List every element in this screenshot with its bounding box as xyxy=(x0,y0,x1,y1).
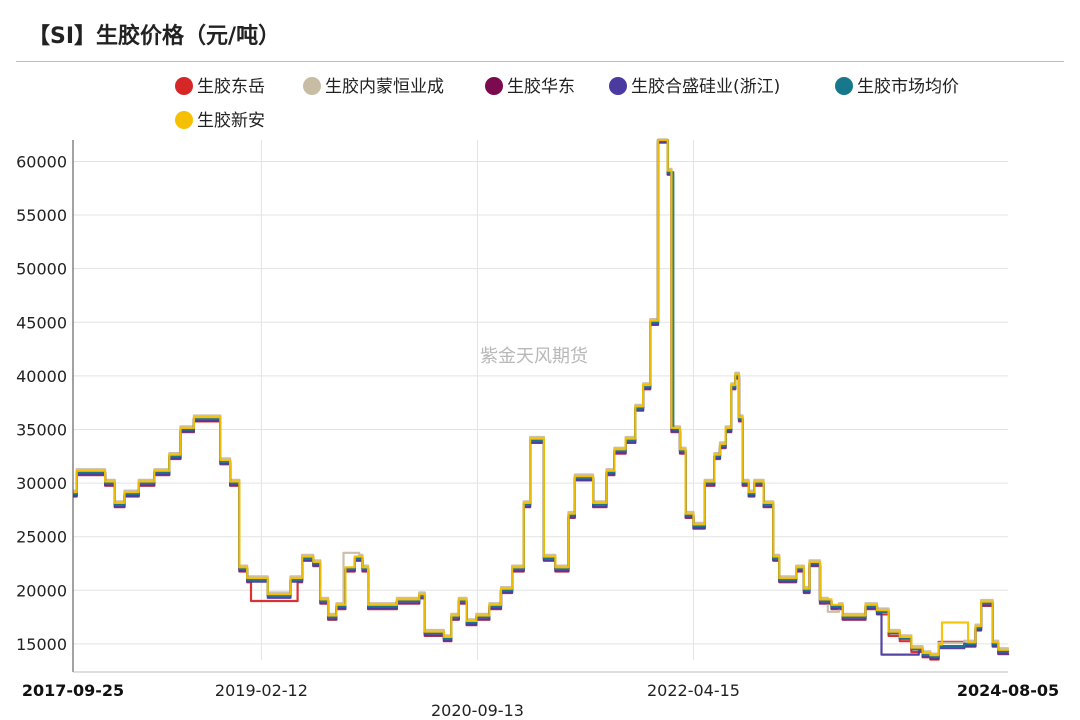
y-tick-label: 55000 xyxy=(16,206,67,225)
legend-swatch xyxy=(485,77,503,95)
legend-swatch xyxy=(303,77,321,95)
series-line-3 xyxy=(73,141,1010,660)
legend-swatch xyxy=(609,77,627,95)
x-tick-label: 2020-09-13 xyxy=(431,701,524,720)
legend-item-neimeng[interactable]: 生胶内蒙恒业成 xyxy=(303,72,444,97)
legend-item-dongyue[interactable]: 生胶东岳 xyxy=(175,72,265,97)
legend-swatch xyxy=(175,77,193,95)
chart-title: 【SI】生胶价格（元/吨） xyxy=(28,24,281,49)
legend-swatch xyxy=(835,77,853,95)
y-tick-label: 20000 xyxy=(16,581,67,600)
y-tick-label: 30000 xyxy=(16,474,67,493)
legend-item-average[interactable]: 生胶市场均价 xyxy=(835,72,959,97)
series-line-5 xyxy=(73,138,1010,657)
x-tick-label: 2017-09-25 xyxy=(22,681,124,700)
series-layer xyxy=(73,138,1010,661)
y-tick-label: 40000 xyxy=(16,367,67,386)
x-tick-label: 2022-04-15 xyxy=(647,681,740,700)
legend-label: 生胶市场均价 xyxy=(857,77,959,97)
legend-label: 生胶合盛硅业(浙江) xyxy=(631,77,781,97)
title-divider xyxy=(16,61,1064,62)
legend-label: 生胶新安 xyxy=(197,111,265,131)
watermark: 紫金天风期货 xyxy=(480,346,588,367)
grid-layer xyxy=(73,140,1008,660)
y-tick-label: 35000 xyxy=(16,420,67,439)
series-line-0 xyxy=(73,141,1010,661)
legend-item-xinan[interactable]: 生胶新安 xyxy=(175,106,265,131)
y-tick-label: 25000 xyxy=(16,528,67,547)
legend-label: 生胶内蒙恒业成 xyxy=(325,77,444,97)
legend-item-huadong[interactable]: 生胶华东 xyxy=(485,72,575,97)
legend-label: 生胶华东 xyxy=(507,77,575,97)
y-tick-label: 60000 xyxy=(16,152,67,171)
x-tick-label: 2019-02-12 xyxy=(215,681,308,700)
legend-swatch xyxy=(175,111,193,129)
y-tick-label: 50000 xyxy=(16,260,67,279)
series-line-1 xyxy=(73,138,1010,655)
x-tick-label: 2024-08-05 xyxy=(957,681,1059,700)
axis-layer: 15000 20000 25000 30000 35000 40000 45000 50000… xyxy=(16,140,1059,720)
series-line-4 xyxy=(73,138,1010,658)
series-line-2 xyxy=(73,138,1010,658)
y-tick-label: 15000 xyxy=(16,635,67,654)
legend-item-hesheng[interactable]: 生胶合盛硅业(浙江) xyxy=(609,72,780,97)
y-tick-label: 45000 xyxy=(16,313,67,332)
legend-label: 生胶东岳 xyxy=(197,77,265,97)
